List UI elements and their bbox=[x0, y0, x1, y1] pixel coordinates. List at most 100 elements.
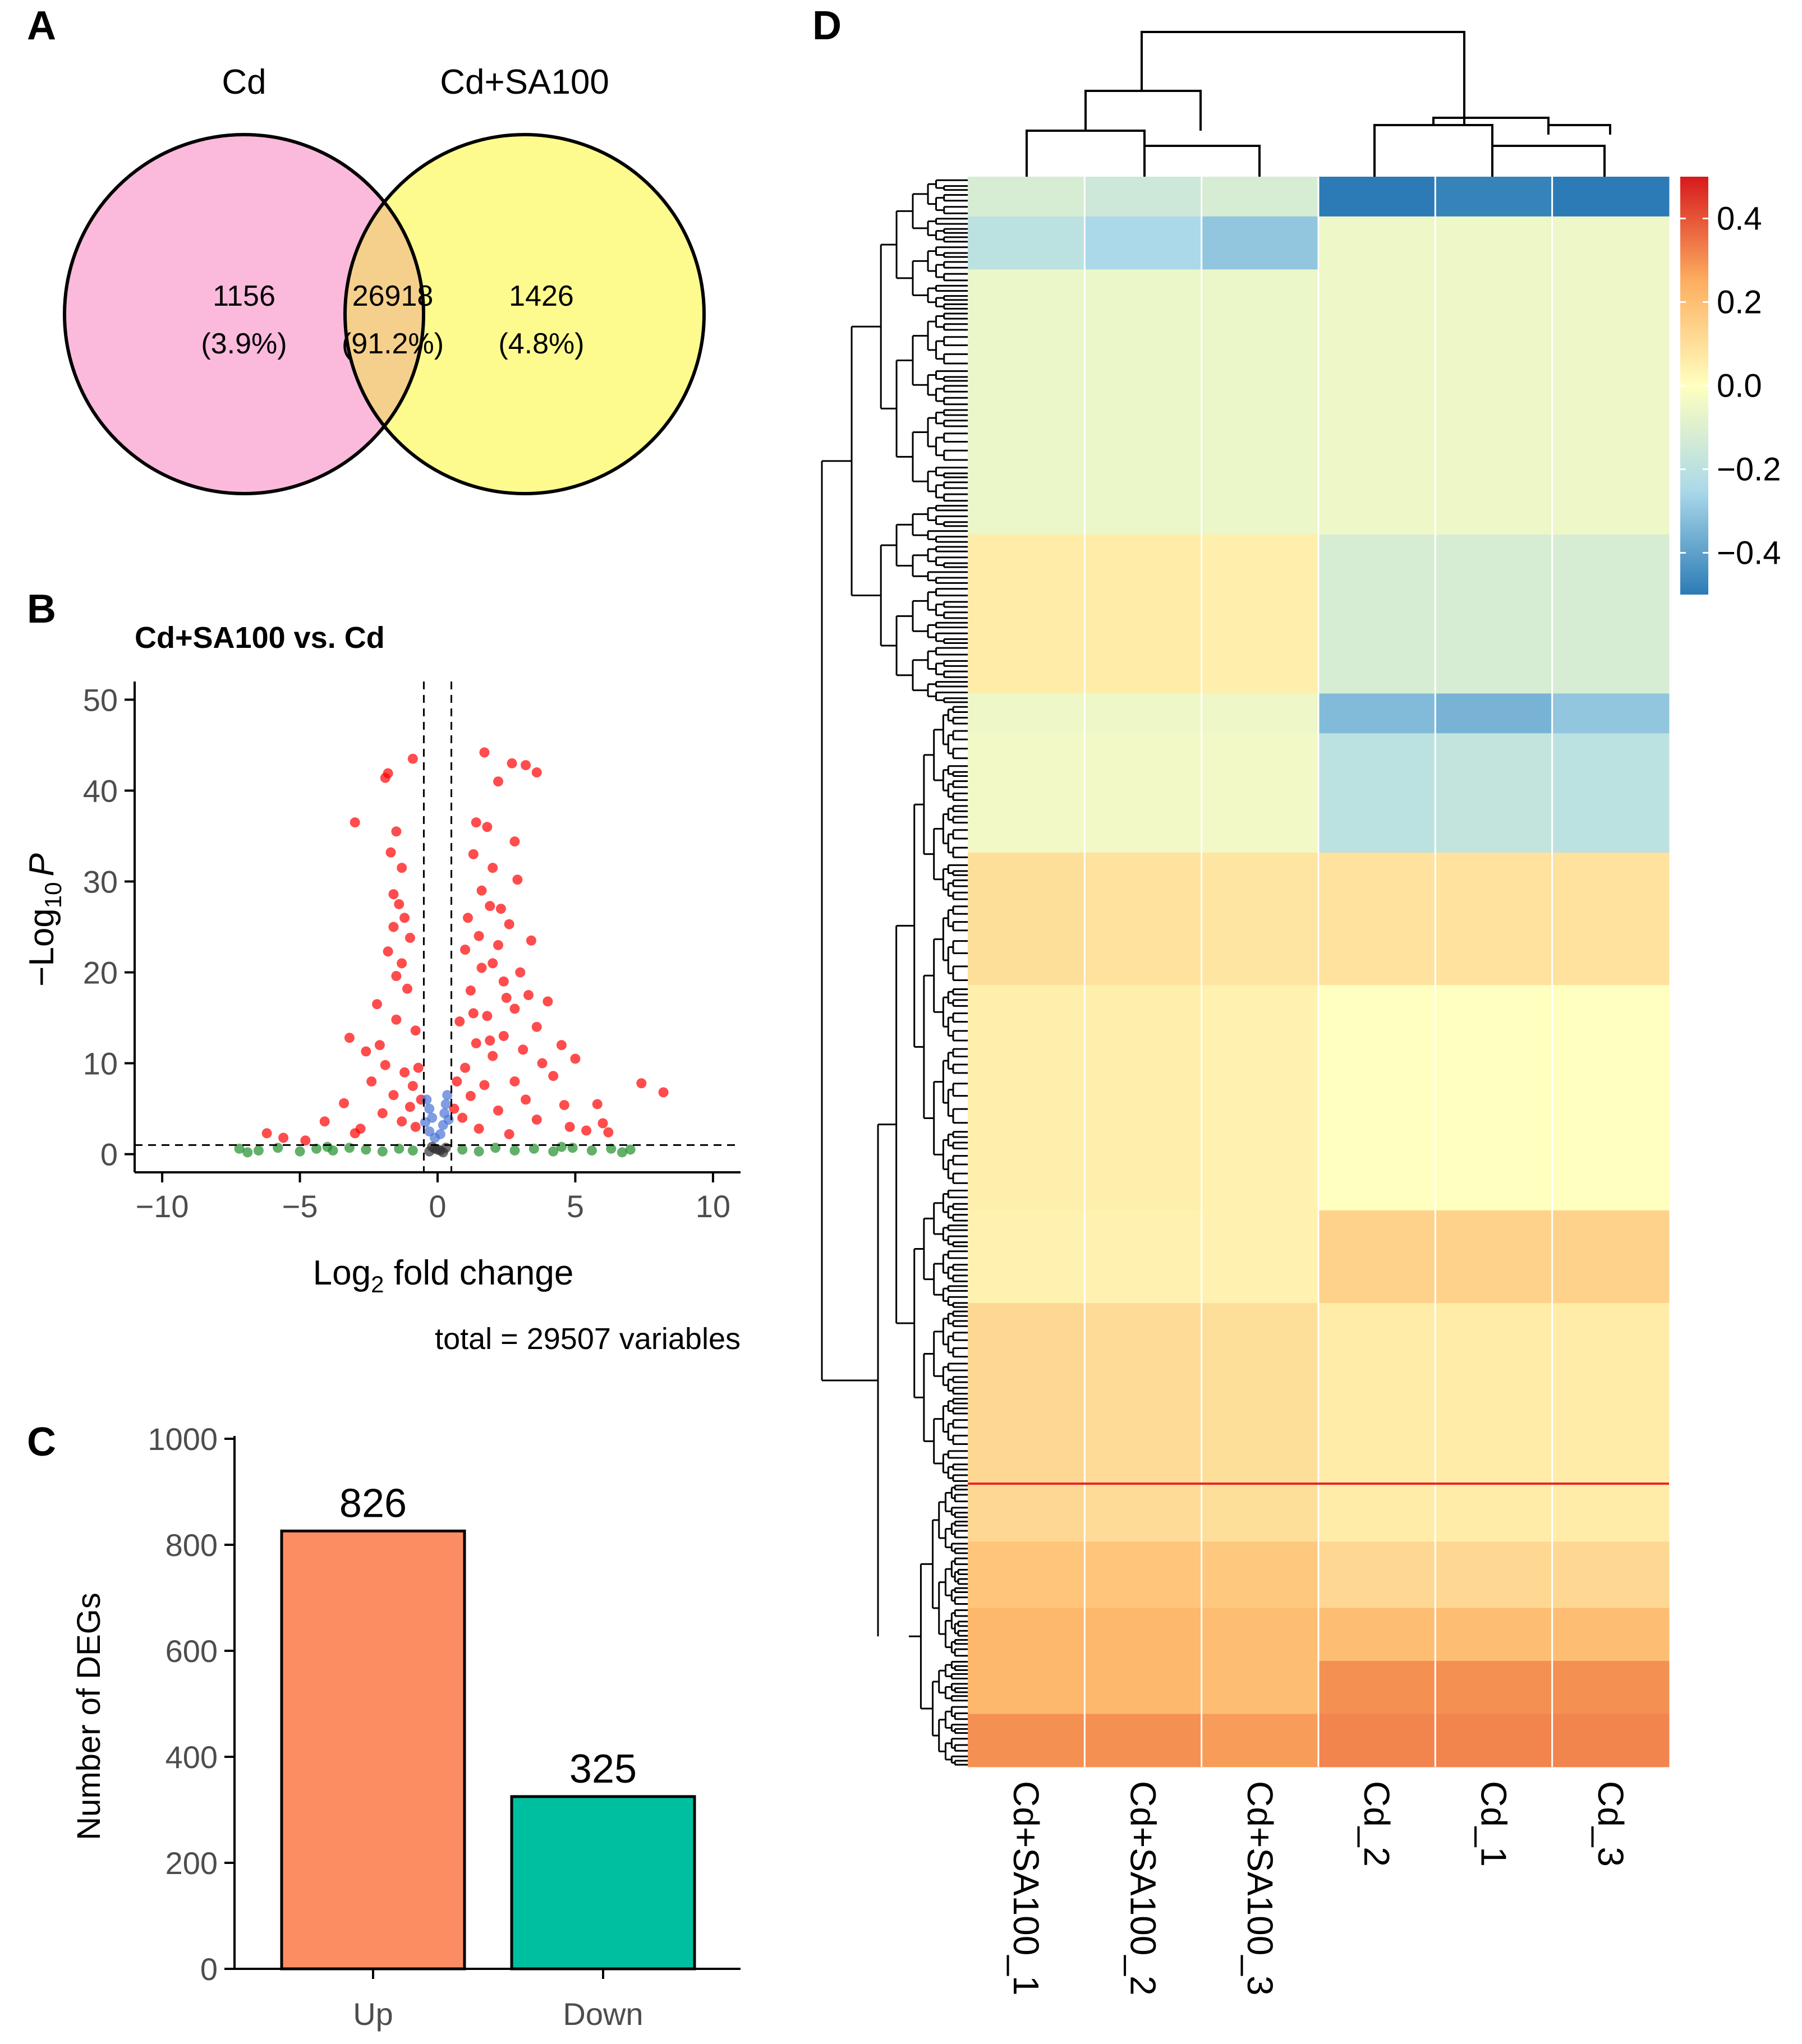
volcano-point bbox=[586, 1145, 597, 1156]
heatmap-cell bbox=[1084, 1541, 1202, 1608]
volcano-point bbox=[388, 922, 399, 932]
heatmap-column-separators bbox=[1083, 177, 1553, 1767]
volcano-point bbox=[374, 1040, 385, 1051]
volcano-point bbox=[471, 1038, 481, 1048]
heatmap-column-label: Cd_1 bbox=[1474, 1781, 1514, 1867]
bar-y-tick-label: 0 bbox=[200, 1951, 218, 1987]
colorbar-tick-label: 0.2 bbox=[1717, 284, 1762, 321]
heatmap-cell bbox=[968, 985, 1085, 1211]
bar-y-ticks: 0 200 400 600 800 1000 bbox=[148, 1421, 235, 1987]
heatmap-cell bbox=[1552, 534, 1670, 694]
heatmap-cell bbox=[1084, 693, 1202, 734]
volcano-point bbox=[603, 1127, 614, 1138]
volcano-point bbox=[407, 1145, 418, 1156]
volcano-point bbox=[457, 1144, 468, 1155]
row-dendrogram bbox=[821, 179, 968, 1766]
volcano-point bbox=[523, 990, 534, 1001]
volcano-y-tick-label: 40 bbox=[83, 773, 118, 808]
volcano-point bbox=[597, 1118, 608, 1129]
volcano-x-tick-label: 0 bbox=[429, 1189, 446, 1224]
heatmap-cell bbox=[1552, 985, 1670, 1211]
volcano-point bbox=[548, 1071, 559, 1081]
volcano-point bbox=[413, 1062, 424, 1073]
volcano-point bbox=[407, 753, 418, 764]
volcano-point bbox=[581, 1125, 592, 1136]
volcano-point bbox=[361, 1046, 371, 1057]
heatmap-cell bbox=[1435, 1210, 1553, 1304]
volcano-point bbox=[507, 758, 517, 768]
heatmap-cell bbox=[968, 1303, 1085, 1542]
volcano-point bbox=[548, 1146, 559, 1157]
volcano-point bbox=[380, 772, 390, 783]
colorbar-tick-label: −0.4 bbox=[1717, 535, 1781, 572]
volcano-point bbox=[385, 847, 396, 858]
volcano-point bbox=[452, 1076, 462, 1087]
volcano-point bbox=[493, 1105, 503, 1116]
bar-y-tick-label: 800 bbox=[166, 1527, 218, 1563]
volcano-point bbox=[501, 992, 512, 1003]
volcano-y-tick-label: 10 bbox=[83, 1046, 118, 1081]
heatmap-cell bbox=[1201, 1210, 1319, 1304]
heatmap-cell bbox=[1552, 1714, 1670, 1767]
volcano-point bbox=[515, 967, 526, 978]
heatmap-cell bbox=[1201, 534, 1319, 694]
heatmap-cell bbox=[968, 852, 1085, 986]
heatmap-cell bbox=[968, 1608, 1085, 1661]
volcano-point bbox=[479, 1080, 490, 1090]
heatmap-cell bbox=[1552, 1608, 1670, 1661]
venn-overlap-count: 26918 bbox=[352, 280, 434, 312]
heatmap-cell bbox=[1552, 216, 1670, 270]
venn-cd-only-pct: (3.9%) bbox=[201, 328, 287, 360]
volcano-point bbox=[391, 826, 402, 837]
heatmap-cell bbox=[1201, 852, 1319, 986]
volcano-x-tick-label: 10 bbox=[696, 1189, 730, 1224]
heatmap-cell bbox=[1435, 693, 1553, 734]
volcano-point bbox=[397, 863, 407, 873]
volcano-point bbox=[476, 885, 487, 896]
heatmap-cell bbox=[1318, 693, 1436, 734]
volcano-point bbox=[570, 1053, 581, 1064]
volcano-point bbox=[564, 1121, 575, 1132]
heatmap-column-labels: Cd+SA100_1 Cd+SA100_2 Cd+SA100_3 Cd_2 Cd_1 Cd… bbox=[1006, 1781, 1631, 1996]
volcano-point bbox=[490, 1143, 501, 1153]
volcano-y-ticks: 0 10 20 30 40 50 bbox=[83, 682, 135, 1172]
heatmap-cell bbox=[1552, 269, 1670, 535]
volcano-point bbox=[350, 1128, 360, 1139]
volcano-x-tick-label: 5 bbox=[567, 1189, 584, 1224]
heatmap-cell bbox=[1318, 852, 1436, 986]
volcano-point bbox=[485, 1035, 495, 1046]
volcano-point bbox=[531, 1115, 542, 1125]
volcano-point bbox=[339, 1098, 350, 1108]
volcano-point bbox=[504, 1129, 514, 1139]
heatmap-cell bbox=[1084, 985, 1202, 1211]
heatmap-cell bbox=[1318, 1210, 1436, 1304]
volcano-point bbox=[435, 1129, 445, 1139]
colorbar-tick-label: 0.0 bbox=[1717, 368, 1762, 404]
panel-label-a: A bbox=[27, 3, 56, 48]
volcano-point bbox=[410, 1025, 421, 1036]
heatmap-cell bbox=[1084, 177, 1202, 217]
volcano-y-tick-label: 50 bbox=[83, 682, 118, 717]
volcano-point bbox=[495, 904, 506, 914]
volcano-point bbox=[526, 935, 536, 946]
volcano-point bbox=[471, 817, 481, 828]
volcano-y-tick-label: 20 bbox=[83, 955, 118, 991]
heatmap-cell bbox=[1084, 1661, 1202, 1714]
heatmap-cell bbox=[1318, 269, 1436, 535]
heatmap-cell bbox=[968, 216, 1085, 270]
volcano-point bbox=[559, 1100, 569, 1111]
heatmap-cell bbox=[1318, 985, 1436, 1211]
heatmap-cell bbox=[1318, 216, 1436, 270]
heatmap-column-label: Cd+SA100_1 bbox=[1006, 1781, 1046, 1996]
heatmap-cells bbox=[968, 177, 1670, 1767]
volcano-point bbox=[606, 1143, 617, 1154]
volcano-point bbox=[404, 932, 415, 943]
volcano-point bbox=[556, 1040, 567, 1051]
heatmap-cell bbox=[1084, 534, 1202, 694]
heatmap-cell bbox=[1201, 733, 1319, 853]
volcano-point bbox=[394, 899, 404, 909]
volcano-point bbox=[399, 1067, 410, 1078]
volcano-point bbox=[460, 1062, 471, 1073]
heatmap-cell bbox=[1084, 269, 1202, 535]
heatmap-cell bbox=[1318, 534, 1436, 694]
